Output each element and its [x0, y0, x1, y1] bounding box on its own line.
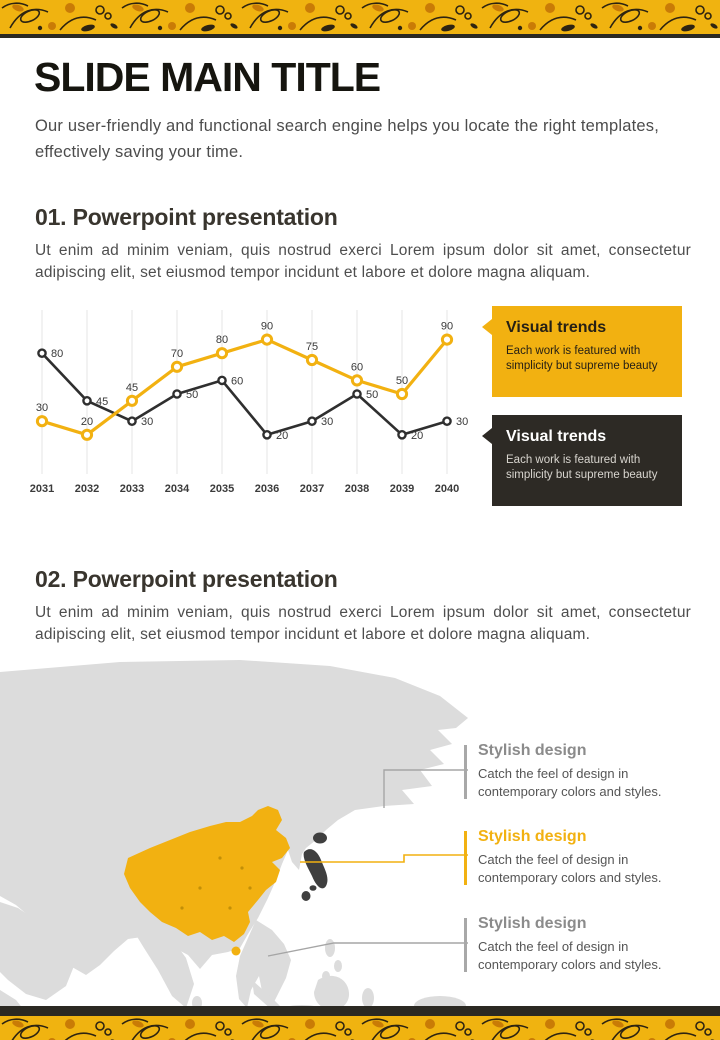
callout-title: Visual trends — [506, 319, 607, 336]
callout-text: Stylish design Catch the feel of design … — [478, 742, 690, 800]
callout-text: Stylish design Catch the feel of design … — [478, 828, 690, 886]
page-title: SLIDE MAIN TITLE — [34, 54, 381, 100]
india-shape — [133, 930, 194, 1008]
svg-text:60: 60 — [231, 375, 243, 387]
arabia-shape — [0, 902, 74, 1000]
china-shape — [124, 806, 290, 942]
svg-text:90: 90 — [441, 321, 453, 333]
callout-body: Catch the feel of design in contemporary… — [478, 766, 662, 799]
section-1-body: Ut enim ad minim veniam, quis nostrud ex… — [35, 242, 691, 282]
svg-text:30: 30 — [321, 416, 333, 428]
japan-shape — [301, 832, 328, 901]
svg-text:45: 45 — [96, 396, 108, 408]
sulawesi-shape — [362, 988, 374, 1008]
subtitle-line-2: effectively saving your time. — [35, 142, 244, 161]
page-subtitle: Our user-friendly and functional search … — [35, 114, 697, 165]
sumatra-shape — [252, 980, 284, 1010]
svg-text:2035: 2035 — [210, 483, 234, 495]
callout-accent-bar — [464, 831, 467, 885]
philippines-shape — [322, 971, 330, 981]
svg-text:60: 60 — [351, 361, 363, 373]
svg-text:2040: 2040 — [435, 483, 459, 495]
svg-text:2038: 2038 — [345, 483, 369, 495]
svg-text:80: 80 — [51, 348, 63, 360]
line-chart-svg: 2031 2032 2033 2034 2035 2036 2037 2038 2039 2040… — [30, 310, 468, 495]
bottom-decorative-banner — [0, 1016, 720, 1040]
subtitle-line-1: Our user-friendly and functional search … — [35, 117, 659, 135]
section-2-body: Ut enim ad minim veniam, quis nostrud ex… — [35, 604, 691, 644]
svg-text:20: 20 — [411, 430, 423, 442]
svg-text:20: 20 — [276, 430, 288, 442]
svg-text:80: 80 — [216, 334, 228, 346]
callout-title: Stylish design — [478, 828, 587, 845]
svg-text:50: 50 — [186, 389, 198, 401]
svg-text:75: 75 — [306, 341, 318, 353]
asia-map — [0, 658, 470, 1016]
callout-title: Stylish design — [478, 742, 587, 759]
svg-text:30: 30 — [36, 402, 48, 414]
section-1-heading: 01. Powerpoint presentation — [35, 204, 338, 230]
line-chart: 2031 2032 2033 2034 2035 2036 2037 2038 2039 2040… — [22, 300, 482, 505]
stylish-design-callout-2: Stylish design Catch the feel of design … — [464, 828, 710, 886]
callout-title: Stylish design — [478, 915, 587, 932]
callout-body: Each work is featured with simplicity bu… — [506, 454, 658, 482]
callout-arrow-left-icon — [482, 428, 492, 444]
africa-corner-shape — [0, 990, 24, 1010]
connector-line-3 — [267, 942, 468, 957]
stylish-design-callout-3: Stylish design Catch the feel of design … — [464, 915, 710, 973]
mainland-shape — [0, 660, 468, 975]
callout-accent-bar — [464, 918, 467, 972]
callout-title: Visual trends — [506, 428, 607, 445]
svg-text:2037: 2037 — [300, 483, 324, 495]
callout-body: Catch the feel of design in contemporary… — [478, 852, 662, 885]
svg-text:30: 30 — [141, 416, 153, 428]
borneo-shape — [314, 975, 350, 1010]
bottom-dark-band — [0, 1006, 720, 1016]
svg-text:20: 20 — [81, 416, 93, 428]
china-city-dots — [180, 856, 252, 910]
indochina-shape — [236, 920, 291, 1008]
philippines-shape — [325, 939, 335, 957]
svg-text:50: 50 — [366, 389, 378, 401]
svg-text:2031: 2031 — [30, 483, 54, 495]
philippines-shape — [334, 960, 342, 972]
visual-trends-callout-dark: Visual trends Each work is featured with… — [482, 415, 682, 506]
svg-text:2039: 2039 — [390, 483, 414, 495]
svg-text:50: 50 — [396, 375, 408, 387]
svg-text:45: 45 — [126, 382, 138, 394]
asia-map-svg — [0, 660, 468, 1016]
svg-text:30: 30 — [456, 416, 468, 428]
top-decorative-banner — [0, 0, 720, 38]
callout-arrow-left-icon — [482, 319, 492, 335]
botanical-pattern-icon — [0, 1016, 720, 1040]
callout-body: Each work is featured with simplicity bu… — [506, 345, 658, 373]
connector-line-2 — [300, 854, 468, 863]
svg-text:2033: 2033 — [120, 483, 144, 495]
sakhalin-shape — [333, 787, 339, 813]
connector-line-1 — [383, 769, 468, 808]
visual-trends-callout-yellow: Visual trends Each work is featured with… — [482, 306, 682, 397]
svg-text:2036: 2036 — [255, 483, 279, 495]
stylish-design-callout-1: Stylish design Catch the feel of design … — [464, 742, 710, 800]
section-2-heading: 02. Powerpoint presentation — [35, 566, 338, 592]
svg-text:70: 70 — [171, 348, 183, 360]
svg-text:2032: 2032 — [75, 483, 99, 495]
svg-text:2034: 2034 — [165, 483, 190, 495]
hainan-shape — [231, 946, 241, 956]
callout-accent-bar — [464, 745, 467, 799]
callout-body: Catch the feel of design in contemporary… — [478, 939, 662, 972]
svg-text:90: 90 — [261, 321, 273, 333]
botanical-pattern-icon — [0, 0, 720, 34]
callout-text: Stylish design Catch the feel of design … — [478, 915, 690, 973]
